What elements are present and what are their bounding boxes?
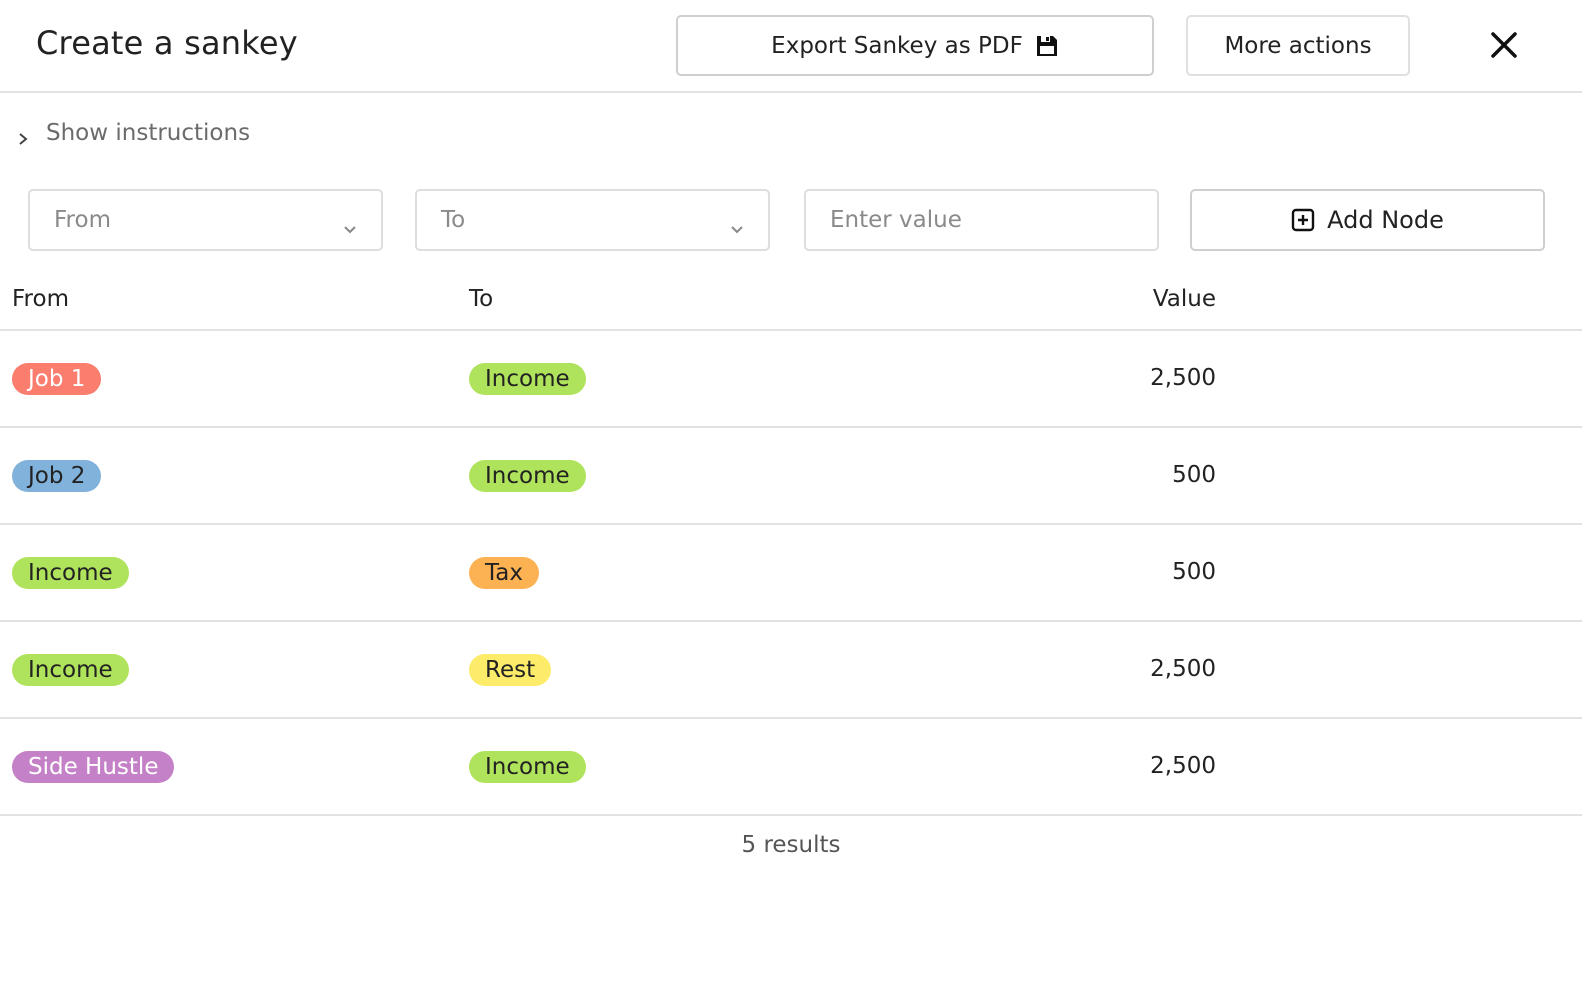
page-title: Create a sankey bbox=[36, 24, 298, 62]
from-tag: Side Hustle bbox=[12, 751, 175, 783]
from-tag: Job 2 bbox=[12, 460, 102, 492]
to-tag: Income bbox=[469, 751, 586, 783]
table-row[interactable]: Income Rest 2,500 bbox=[0, 622, 1582, 719]
value-input[interactable] bbox=[804, 189, 1159, 251]
table-row[interactable]: Income Tax 500 bbox=[0, 525, 1582, 622]
close-icon[interactable] bbox=[1487, 28, 1521, 62]
table-header: From To Value bbox=[0, 280, 1582, 331]
export-pdf-label: Export Sankey as PDF bbox=[771, 32, 1023, 59]
row-value: 2,500 bbox=[1150, 656, 1216, 682]
more-actions-button[interactable]: More actions bbox=[1186, 15, 1410, 76]
to-tag: Income bbox=[469, 460, 586, 492]
chevron-down-icon bbox=[343, 215, 357, 234]
table-row[interactable]: Job 1 Income 2,500 bbox=[0, 331, 1582, 428]
export-pdf-button[interactable]: Export Sankey as PDF bbox=[676, 15, 1154, 76]
from-tag: Income bbox=[12, 557, 129, 589]
plus-square-icon bbox=[1291, 208, 1315, 232]
to-tag: Income bbox=[469, 363, 586, 395]
save-icon bbox=[1035, 34, 1059, 58]
to-select-placeholder: To bbox=[441, 207, 466, 233]
table-row[interactable]: Job 2 Income 500 bbox=[0, 428, 1582, 525]
table-row[interactable]: Side Hustle Income 2,500 bbox=[0, 719, 1582, 816]
from-select[interactable]: From bbox=[28, 189, 383, 251]
show-instructions-toggle[interactable]: Show instructions bbox=[16, 116, 250, 150]
row-value: 2,500 bbox=[1150, 753, 1216, 779]
from-select-placeholder: From bbox=[54, 207, 111, 233]
from-tag: Income bbox=[12, 654, 129, 686]
chevron-down-icon bbox=[730, 215, 744, 234]
row-value: 2,500 bbox=[1150, 365, 1216, 391]
add-node-label: Add Node bbox=[1327, 206, 1444, 234]
to-select[interactable]: To bbox=[415, 189, 770, 251]
from-tag: Job 1 bbox=[12, 363, 102, 395]
to-tag: Rest bbox=[469, 654, 552, 686]
results-count: 5 results bbox=[741, 832, 841, 858]
row-value: 500 bbox=[1172, 462, 1216, 488]
row-value: 500 bbox=[1172, 559, 1216, 585]
show-instructions-label: Show instructions bbox=[46, 120, 251, 146]
header-from: From bbox=[12, 286, 69, 312]
header: Create a sankey Export Sankey as PDF Mor… bbox=[0, 0, 1582, 93]
header-value: Value bbox=[1152, 286, 1216, 312]
header-to: To bbox=[469, 286, 494, 312]
table-body: Job 1 Income 2,500 Job 2 Income 500 Inco… bbox=[0, 331, 1582, 816]
to-tag: Tax bbox=[469, 557, 539, 589]
add-node-button[interactable]: Add Node bbox=[1190, 189, 1545, 251]
chevron-right-icon bbox=[16, 126, 30, 145]
